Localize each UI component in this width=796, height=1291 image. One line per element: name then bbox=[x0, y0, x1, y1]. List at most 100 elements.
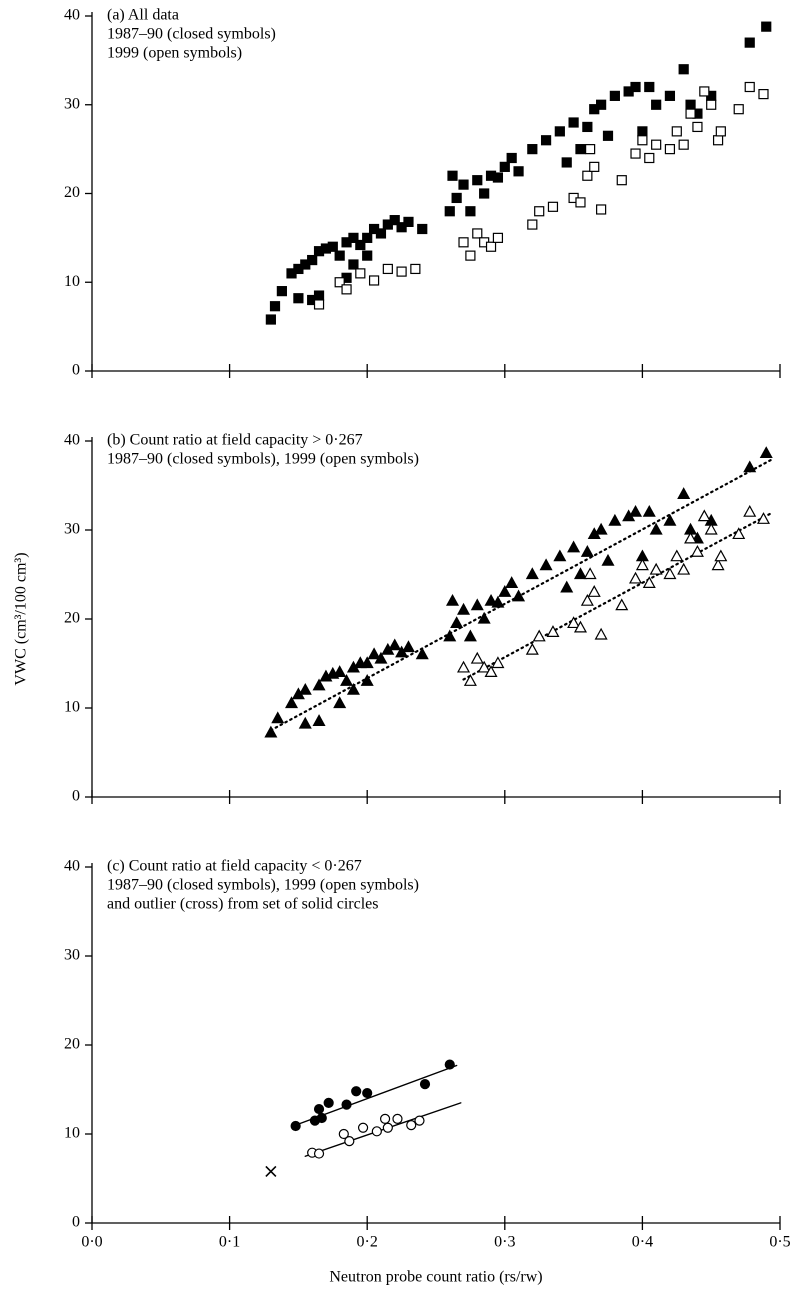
point bbox=[341, 1099, 352, 1110]
point bbox=[677, 487, 691, 499]
x-tick-label: 0·1 bbox=[219, 1234, 240, 1251]
point bbox=[269, 301, 281, 312]
point bbox=[327, 241, 338, 252]
point bbox=[313, 1148, 325, 1159]
point bbox=[699, 86, 710, 97]
point bbox=[609, 90, 620, 101]
point bbox=[477, 611, 491, 624]
point bbox=[485, 241, 497, 252]
point bbox=[649, 562, 663, 575]
point bbox=[553, 549, 567, 562]
point bbox=[670, 549, 684, 562]
point bbox=[587, 585, 601, 597]
point bbox=[470, 598, 484, 611]
point bbox=[715, 126, 726, 137]
point bbox=[403, 216, 414, 227]
point bbox=[714, 549, 728, 562]
point bbox=[547, 201, 559, 212]
point bbox=[444, 206, 455, 217]
point bbox=[338, 1128, 349, 1140]
point bbox=[744, 37, 755, 48]
point bbox=[371, 1126, 382, 1137]
point bbox=[539, 558, 553, 571]
x-tick-label: 0·4 bbox=[632, 1234, 653, 1251]
y-tick-label: 10 bbox=[64, 273, 80, 290]
annotation: 1987–90 (closed symbols), 1999 (open sym… bbox=[107, 877, 419, 894]
point bbox=[512, 589, 526, 602]
point bbox=[265, 1165, 277, 1177]
point bbox=[470, 651, 484, 664]
point bbox=[684, 531, 698, 544]
point bbox=[307, 254, 318, 266]
annotation: (c) Count ratio at field capacity < 0·26… bbox=[107, 858, 362, 875]
point bbox=[417, 223, 428, 235]
point bbox=[629, 571, 643, 584]
point bbox=[340, 674, 354, 686]
point bbox=[458, 179, 469, 190]
point bbox=[644, 152, 655, 164]
point bbox=[651, 139, 662, 150]
point bbox=[594, 627, 608, 640]
point bbox=[635, 558, 649, 571]
point bbox=[642, 504, 656, 517]
trend-line bbox=[304, 1102, 462, 1157]
point bbox=[451, 192, 462, 204]
point bbox=[582, 121, 593, 133]
point bbox=[491, 656, 505, 669]
point bbox=[290, 1120, 301, 1132]
point bbox=[334, 250, 345, 261]
point bbox=[630, 81, 641, 93]
point bbox=[664, 90, 676, 101]
point bbox=[445, 593, 460, 606]
y-tick-label: 10 bbox=[64, 1125, 80, 1142]
point bbox=[298, 682, 312, 695]
point bbox=[637, 126, 648, 137]
point bbox=[573, 567, 587, 580]
point bbox=[463, 674, 477, 686]
point bbox=[582, 170, 593, 181]
point bbox=[293, 293, 304, 304]
point bbox=[344, 1136, 355, 1147]
x-tick-label: 0·5 bbox=[769, 1234, 790, 1251]
point bbox=[690, 545, 704, 557]
y-tick-label: 0 bbox=[72, 1214, 80, 1231]
annotation: (a) All data bbox=[107, 7, 179, 24]
point bbox=[313, 290, 325, 301]
point bbox=[663, 513, 677, 526]
point bbox=[644, 81, 655, 93]
y-tick-label: 30 bbox=[64, 95, 80, 112]
point bbox=[630, 148, 641, 159]
point bbox=[333, 696, 347, 709]
y-tick-label: 40 bbox=[64, 7, 80, 24]
panel: 0 10 20 30 40 (b) Count ratio at field capaci… bbox=[13, 432, 781, 805]
point bbox=[472, 228, 483, 239]
point bbox=[732, 527, 746, 540]
point bbox=[379, 1113, 391, 1124]
point bbox=[491, 595, 505, 608]
point bbox=[596, 204, 607, 215]
point bbox=[316, 1112, 327, 1124]
point bbox=[410, 263, 421, 275]
point bbox=[637, 135, 648, 146]
point bbox=[477, 660, 491, 673]
point bbox=[711, 558, 725, 571]
point bbox=[392, 1113, 403, 1124]
point bbox=[759, 446, 773, 459]
point bbox=[341, 284, 352, 295]
point bbox=[357, 1122, 369, 1133]
point bbox=[743, 504, 757, 517]
point bbox=[580, 593, 594, 606]
point bbox=[761, 21, 772, 32]
point bbox=[271, 711, 285, 724]
point bbox=[697, 509, 711, 522]
point bbox=[312, 678, 326, 691]
point bbox=[348, 259, 359, 270]
point bbox=[573, 620, 587, 633]
point bbox=[265, 314, 276, 325]
annotation: 1987–90 (closed symbols), 1999 (open sym… bbox=[107, 451, 419, 468]
point bbox=[479, 188, 490, 199]
point bbox=[602, 130, 614, 141]
point bbox=[367, 647, 381, 660]
point bbox=[546, 625, 560, 637]
